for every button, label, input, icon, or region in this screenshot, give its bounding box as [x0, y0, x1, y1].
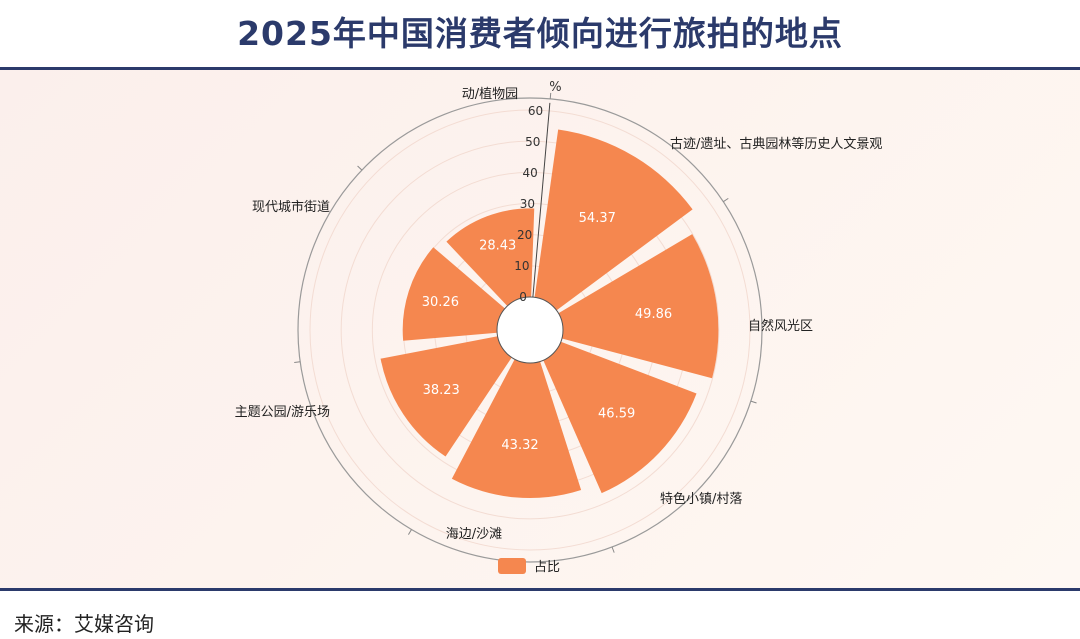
data-label: 54.37 [579, 211, 616, 226]
bar-sector [543, 341, 697, 494]
radial-axis-line [532, 102, 551, 298]
bar-sector [380, 336, 512, 457]
legend-label: 占比 [534, 560, 560, 575]
angular-tick [723, 197, 729, 203]
category-label: 特色小镇/村落 [660, 491, 742, 507]
category-label: 海边/沙滩 [446, 527, 502, 542]
title-divider [0, 67, 1080, 70]
bar-sector [558, 234, 719, 379]
category-label: 现代城市街道 [252, 199, 330, 215]
inner-circle [496, 296, 564, 364]
angular-tick [750, 400, 757, 404]
grid-ring [340, 140, 720, 520]
category-label: 主题公园/游乐场 [235, 405, 330, 420]
chart-title: 2025年中国消费者倾向进行旅拍的地点 [237, 14, 843, 53]
bar-sector [446, 208, 535, 307]
legend-swatch [498, 558, 526, 574]
radial-tick-label: 30 [520, 197, 535, 211]
data-label: 43.32 [501, 438, 538, 453]
bar-sector [534, 129, 693, 311]
radial-tick-label: 60 [528, 104, 543, 118]
angular-tick [357, 165, 363, 171]
radial-tick-label: 0 [519, 290, 527, 304]
angular-tick [549, 92, 552, 99]
data-label: 38.23 [423, 383, 460, 398]
radial-axis-unit: % [549, 80, 561, 95]
source-note: 来源：艾媒咨询 [14, 612, 154, 636]
category-label: 自然风光区 [748, 318, 813, 334]
bar-sector [451, 359, 582, 499]
radial-tick-label: 10 [514, 259, 529, 273]
footer-divider [0, 588, 1080, 591]
data-label: 46.59 [598, 406, 635, 421]
radial-tick-label: 20 [517, 228, 532, 242]
category-label: 动/植物园 [462, 87, 518, 102]
grid-ring [309, 109, 751, 551]
angular-axis-circle [297, 97, 763, 563]
data-label: 30.26 [422, 295, 459, 310]
angular-tick [408, 529, 412, 535]
data-label: 28.43 [479, 239, 516, 254]
angular-tick [294, 361, 301, 364]
data-label: 49.86 [635, 307, 672, 322]
angular-tick [611, 546, 615, 553]
radial-tick-label: 40 [522, 166, 537, 180]
radial-tick-label: 50 [525, 135, 540, 149]
category-label: 古迹/遗址、古典园林等历史人文景观 [670, 136, 882, 152]
bar-sector [402, 247, 505, 341]
polar-bar-chart: 54.37 49.86 46.59 43.32 38.23 30.26 28.43 0 10 20… [235, 80, 883, 575]
